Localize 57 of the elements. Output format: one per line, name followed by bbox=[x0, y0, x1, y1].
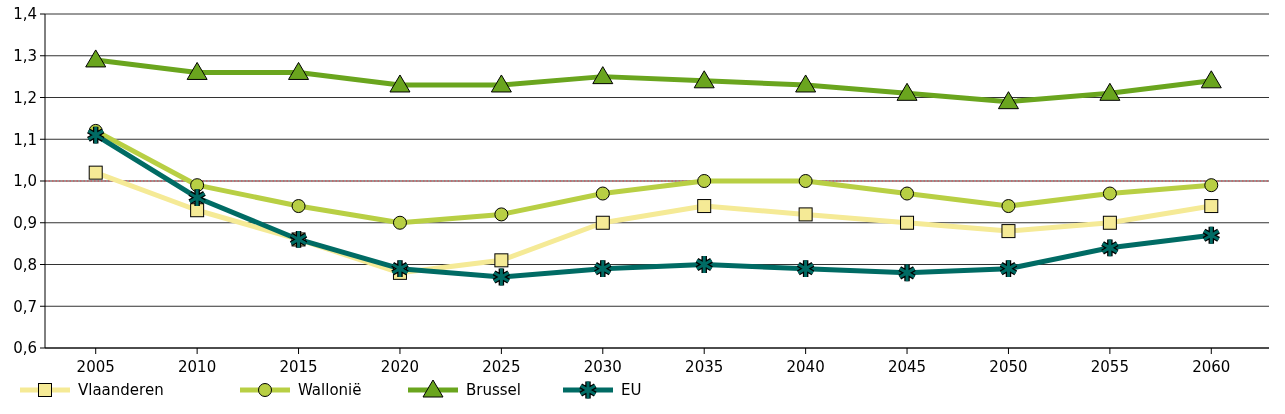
y-tick-label: 1,1 bbox=[13, 130, 37, 149]
point bbox=[186, 61, 208, 80]
point bbox=[288, 61, 310, 80]
x-tick-label: 2060 bbox=[1192, 358, 1231, 376]
point bbox=[190, 203, 205, 218]
y-tick-label: 1,2 bbox=[13, 88, 37, 107]
point bbox=[900, 215, 915, 230]
point bbox=[494, 207, 509, 222]
x-tick-label: 2045 bbox=[887, 358, 927, 376]
point bbox=[1204, 178, 1219, 193]
y-tick-label: 0,8 bbox=[13, 255, 37, 274]
point bbox=[494, 253, 509, 268]
point bbox=[392, 215, 407, 230]
point bbox=[693, 70, 715, 89]
x-tick-label: 2030 bbox=[583, 358, 622, 376]
point bbox=[1001, 199, 1016, 214]
point bbox=[592, 66, 614, 85]
point bbox=[1102, 186, 1117, 201]
legend-label: Vlaanderen bbox=[78, 381, 164, 400]
point bbox=[88, 165, 103, 180]
y-tick-label: 1,0 bbox=[13, 172, 37, 191]
point bbox=[595, 215, 610, 230]
x-tick-label: 2050 bbox=[989, 358, 1028, 376]
y-tick-label: 1,4 bbox=[13, 5, 37, 24]
y-tick-label: 0,9 bbox=[13, 214, 37, 232]
point bbox=[795, 74, 817, 93]
y-tick-label: 0,7 bbox=[13, 297, 37, 316]
point bbox=[900, 186, 915, 201]
point bbox=[798, 174, 813, 188]
x-tick-label: 2025 bbox=[482, 358, 521, 376]
point bbox=[798, 207, 813, 222]
point bbox=[896, 82, 918, 101]
point bbox=[1099, 82, 1121, 101]
point bbox=[291, 199, 306, 214]
legend-label: EU bbox=[621, 381, 642, 400]
point bbox=[595, 186, 610, 201]
y-tick-label: 1,3 bbox=[13, 47, 37, 65]
point bbox=[997, 91, 1019, 110]
legend-label: Wallonië bbox=[298, 381, 362, 400]
x-tick-label: 2015 bbox=[279, 358, 318, 376]
point bbox=[490, 74, 512, 93]
x-tick-label: 2010 bbox=[178, 358, 217, 376]
point bbox=[697, 174, 712, 188]
legend-label: Brussel bbox=[466, 381, 521, 400]
point bbox=[1102, 215, 1117, 230]
x-tick-label: 2055 bbox=[1090, 358, 1129, 376]
x-tick-label: 2020 bbox=[380, 358, 420, 376]
y-tick-label: 0,6 bbox=[13, 339, 37, 358]
point bbox=[1200, 70, 1222, 89]
point bbox=[389, 74, 411, 93]
x-tick-label: 2005 bbox=[76, 358, 115, 376]
x-tick-label: 2040 bbox=[786, 358, 825, 376]
point bbox=[85, 49, 107, 68]
point bbox=[697, 199, 712, 214]
x-tick-label: 2035 bbox=[685, 358, 724, 376]
point bbox=[1001, 224, 1016, 239]
point bbox=[1204, 199, 1219, 214]
